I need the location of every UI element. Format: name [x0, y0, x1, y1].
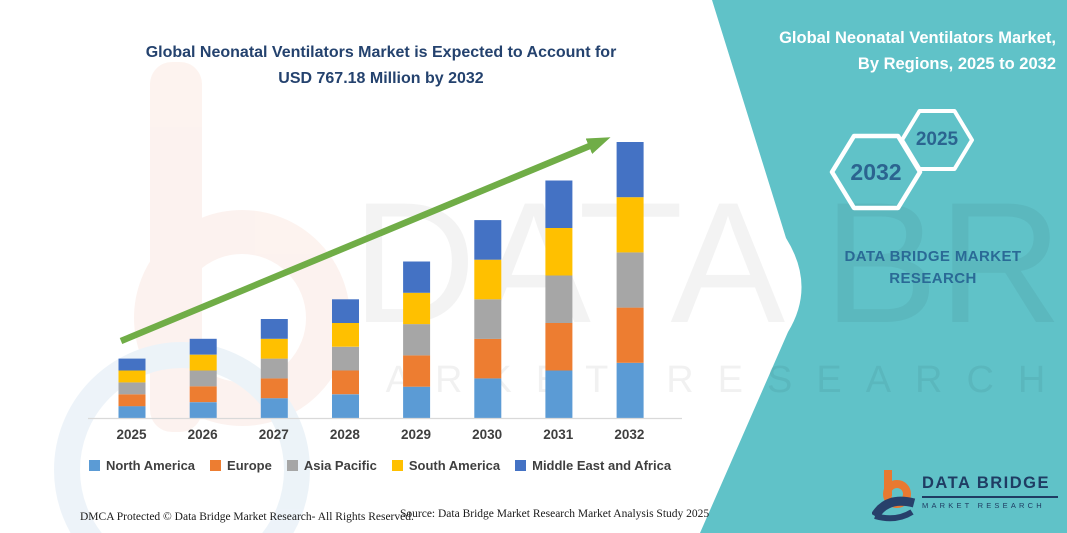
legend-swatch-icon	[88, 460, 100, 471]
stacked-bars	[118, 142, 644, 418]
brand-text-line1: DATA BRIDGE MARKET	[844, 248, 1022, 265]
hexagon-2032-icon	[829, 133, 923, 211]
bar-segment-2030-south-america	[474, 259, 502, 300]
logo-text: DATA BRIDGE MARKET RESEARCH	[922, 474, 1062, 510]
bar-segment-2032-europe	[616, 307, 644, 363]
legend-item-south-america: South America	[391, 458, 501, 473]
bar-segment-2028-south-america	[332, 323, 359, 347]
legend-item-north-america: North America	[88, 458, 196, 473]
bar-segment-2028-middle-east-and-africa	[332, 299, 359, 323]
brand-text-line2: RESEARCH	[889, 269, 977, 287]
bar-segment-2032-asia-pacific	[616, 252, 644, 308]
watermark-text: DATA BRIDGE MARKET RESEARCH	[330, 167, 1067, 401]
company-logo: DATA BRIDGE MARKET RESEARCH	[872, 466, 1062, 526]
legend-swatch-icon	[515, 460, 527, 471]
legend-swatch-icon	[391, 460, 403, 471]
watermark-line1: DATA BRIDGE	[352, 167, 1067, 359]
bar-segment-2030-north-america	[474, 378, 502, 418]
bar-segment-2025-middle-east-and-africa	[118, 358, 146, 371]
bar-segment-2029-middle-east-and-africa	[403, 261, 431, 293]
bar-segment-2025-asia-pacific	[118, 382, 146, 395]
bar-segment-2028-europe	[332, 370, 359, 395]
x-axis-label-2028: 2028	[329, 427, 360, 442]
bar-segment-2025-south-america	[118, 370, 146, 383]
legend-label: North America	[105, 458, 196, 473]
data-bridge-logo-icon	[872, 470, 916, 522]
x-axis-label-2026: 2026	[187, 427, 218, 442]
bar-segment-2031-north-america	[545, 370, 573, 418]
bar-segment-2025-north-america	[118, 406, 146, 418]
x-axis-label-2027: 2027	[258, 427, 289, 442]
brand-text: DATA BRIDGE MARKET RESEARCH	[808, 246, 1058, 290]
bar-segment-2029-north-america	[403, 386, 431, 418]
legend-label: Europe	[227, 458, 272, 473]
x-axis-labels: 2025 2026 2027 2028 2029 2030 2031 2032	[96, 427, 665, 442]
bar-segment-2030-europe	[474, 338, 502, 379]
bar-segment-2032-south-america	[616, 197, 644, 253]
legend-item-middle-east-and-africa: Middle East and Africa	[515, 458, 671, 473]
x-axis-label-2025: 2025	[116, 427, 147, 442]
legend-label: South America	[408, 458, 501, 473]
bar-segment-2028-asia-pacific	[332, 346, 359, 371]
bar-segment-2029-europe	[403, 355, 431, 387]
bar-segment-2028-north-america	[332, 394, 359, 418]
bar-segment-2032-north-america	[616, 362, 644, 418]
x-axis-label-2031: 2031	[543, 427, 574, 442]
bar-segment-2026-middle-east-and-africa	[189, 338, 217, 355]
bar-segment-2031-asia-pacific	[545, 275, 573, 323]
logo-divider	[922, 496, 1058, 498]
watermark-line2: MARKET RESEARCH	[330, 359, 1067, 401]
x-axis-label-2030: 2030	[472, 427, 503, 442]
legend-swatch-icon	[210, 460, 222, 471]
logo-subname: MARKET RESEARCH	[922, 500, 1045, 510]
bar-segment-2029-south-america	[403, 292, 431, 325]
bar-segment-2027-asia-pacific	[260, 358, 288, 379]
legend-label: Middle East and Africa	[532, 458, 672, 473]
bar-segment-2026-asia-pacific	[189, 370, 217, 387]
bar-segment-2027-europe	[260, 378, 288, 399]
x-axis-label-2029: 2029	[401, 427, 432, 442]
trend-arrow	[119, 137, 611, 345]
source-note: Source: Data Bridge Market Research Mark…	[400, 508, 710, 520]
bar-segment-2026-north-america	[189, 402, 217, 418]
bar-segment-2027-north-america	[260, 398, 288, 418]
side-panel-header-line1: Global Neonatal Ventilators Market,	[779, 29, 1056, 47]
bar-segment-2031-south-america	[545, 228, 573, 276]
bar-segment-2025-europe	[118, 394, 146, 407]
chart-legend: North America Europe Asia Pacific South Ame…	[30, 458, 730, 473]
bar-segment-2030-middle-east-and-africa	[474, 220, 502, 260]
chart-title-line1: Global Neonatal Ventilators Market is Ex…	[145, 44, 617, 61]
side-panel-header-line2: By Regions, 2025 to 2032	[857, 54, 1056, 73]
logo-name: DATA BRIDGE	[922, 474, 1051, 492]
x-axis-label-2032: 2032	[614, 427, 645, 442]
chart-title: Global Neonatal Ventilators Market is Ex…	[120, 40, 642, 93]
hexagon-2025-label: 2025	[915, 129, 959, 150]
hexagon-2025-icon	[900, 109, 974, 171]
chart-title-line2: USD 767.18 Million by 2032	[278, 70, 484, 88]
bar-segment-2026-south-america	[189, 354, 217, 371]
legend-item-asia-pacific: Asia Pacific	[286, 458, 377, 473]
bar-segment-2030-asia-pacific	[474, 299, 502, 339]
side-panel-background	[700, 0, 1067, 533]
bar-segment-2027-south-america	[260, 338, 288, 359]
bar-segment-2026-europe	[189, 386, 217, 403]
legend-swatch-icon	[286, 460, 298, 471]
bar-segment-2031-europe	[545, 323, 573, 371]
bar-segment-2027-middle-east-and-africa	[260, 319, 288, 339]
side-panel-header: Global Neonatal Ventilators Market, By R…	[700, 26, 1062, 77]
legend-label: Asia Pacific	[303, 458, 377, 473]
dmca-notice: DMCA Protected © Data Bridge Market Rese…	[80, 511, 414, 523]
bar-segment-2032-middle-east-and-africa	[616, 142, 644, 198]
legend-item-europe: Europe	[210, 458, 272, 473]
bar-segment-2031-middle-east-and-africa	[545, 180, 573, 228]
hexagon-2032-label: 2032	[850, 159, 902, 185]
bar-segment-2029-asia-pacific	[403, 324, 431, 356]
